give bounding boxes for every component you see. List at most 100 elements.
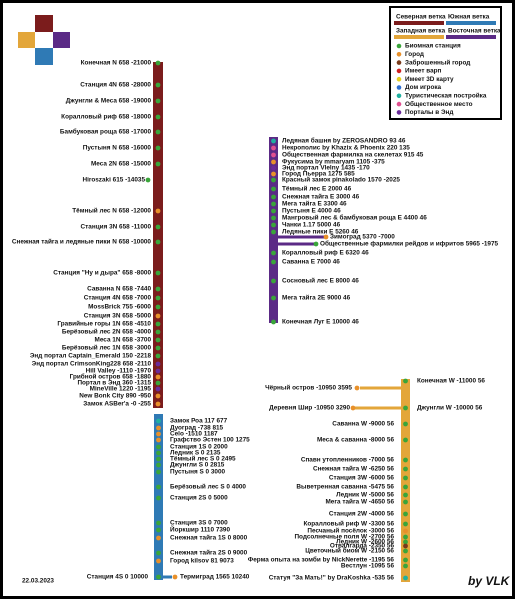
station-dot — [155, 145, 161, 151]
station-label: Hill Valley -1110 -1970 — [86, 368, 152, 375]
legend-dot — [396, 43, 402, 49]
station-label: Ледник W -2600 56 — [336, 539, 394, 546]
station-label: Станция 3N 658 -11000 — [81, 224, 152, 231]
station-label: Дуоград -738 815 — [170, 425, 224, 432]
station-label: Мега тайга 2E 9000 46 — [282, 294, 351, 302]
station-dot — [271, 250, 276, 256]
station-dot — [155, 82, 161, 88]
station-dot — [155, 353, 161, 359]
station-label: Hiroszaki 615 -14035 — [82, 177, 145, 184]
legend-swatch — [446, 35, 496, 39]
station-label: Чанки 1.17 5000 46 — [282, 222, 341, 229]
station-label: Конечная N 658 -21000 — [81, 60, 152, 67]
station-label: Станция 3W -6000 56 — [329, 475, 395, 482]
station-label: Берёзовый лес S 0 4000 — [170, 483, 246, 491]
station-dot — [403, 405, 408, 411]
station-dot — [403, 437, 408, 443]
station-dot — [271, 295, 276, 301]
station-label: Ледник S 0 2135 — [170, 450, 221, 457]
station-dot — [155, 345, 161, 351]
station-label: Станция 2W -4000 56 — [329, 511, 395, 518]
station-label: Станция 3N 658 -5000 — [84, 313, 152, 320]
station-dot — [271, 138, 276, 144]
station-label: Меса 2N 658 -15000 — [91, 161, 151, 168]
station-dot — [403, 543, 408, 549]
station-dot — [271, 208, 276, 214]
station-label: Красный замок pinakolado 1570 -2025 — [282, 176, 400, 184]
station-label: Вестлун -1095 56 — [341, 563, 395, 570]
station-dot — [156, 425, 161, 431]
station-label: Ферма опыта на зомби by NickNerette -119… — [248, 556, 395, 564]
station-dot — [156, 456, 161, 462]
station-dot — [156, 418, 161, 424]
station-label: New Bonk City 890 -950 — [79, 393, 151, 400]
north-line — [153, 62, 163, 408]
station-label: Город kilsov 81 9073 — [170, 558, 234, 565]
station-dot — [271, 171, 276, 177]
station-dot — [403, 457, 408, 463]
station-dot — [271, 229, 276, 235]
station-label: Коралловый риф E 6320 46 — [282, 249, 369, 257]
station-dot — [271, 278, 276, 284]
station-dot — [155, 114, 161, 120]
station-label: Город Пьерра 1275 585 — [282, 171, 355, 178]
station-dot — [271, 165, 276, 171]
station-label: Йоркшир 1110 7390 — [170, 525, 230, 534]
station-label: Песчаный посёлок -3000 56 — [307, 527, 394, 535]
station-dot — [403, 539, 408, 545]
station-dot — [155, 313, 161, 319]
station-dot — [155, 386, 161, 392]
station-label: Джунгли S 0 2815 — [170, 462, 225, 469]
station-label: Пустыня S 0 3000 — [170, 469, 226, 476]
station-dot — [271, 145, 276, 151]
station-label: Пустыня E 4000 46 — [282, 208, 341, 215]
station-dot — [155, 380, 161, 386]
station-label: Фукусима by mmaryam 1105 -375 — [282, 159, 385, 166]
station-dot — [155, 161, 161, 167]
legend-branch: Северная ветка — [396, 14, 446, 21]
station-label: Станция 1S 0 2000 — [170, 444, 228, 451]
station-dot — [323, 234, 329, 240]
station-label: Общественная фармилка на скелетах 915 45 — [282, 151, 424, 159]
station-dot — [155, 374, 161, 380]
station-label: Энд портал Vlelny 1435 -170 — [282, 165, 370, 172]
station-dot — [156, 535, 161, 541]
station-label: Саванна E 7000 46 — [282, 259, 340, 266]
station-label: Меса 1N 658 -3700 — [95, 337, 152, 344]
station-dot — [156, 444, 161, 450]
station-dot — [155, 60, 161, 66]
station-dot — [271, 319, 276, 325]
station-dot — [156, 431, 161, 437]
station-dot — [172, 574, 178, 580]
station-dot — [403, 521, 408, 527]
station-dot — [403, 466, 408, 472]
station-dot — [403, 421, 408, 427]
station-dot — [155, 368, 161, 374]
legend-item: Дом игрока — [405, 84, 442, 91]
station-label: Тёмный лес N 658 -12000 — [72, 207, 151, 215]
logo — [35, 48, 53, 65]
station-dot — [271, 194, 276, 200]
station-dot — [156, 469, 161, 475]
station-label: Деревня Шир -10950 3290 — [269, 405, 350, 412]
station-dot — [155, 393, 161, 399]
legend-item: Общественное место — [405, 100, 473, 108]
station-label: Ледяные пики E 5260 46 — [282, 229, 359, 236]
station-label: Подсолнечные поля W -2700 56 — [294, 534, 394, 541]
station-dot — [403, 492, 408, 498]
station-label: Зимоград 5370 -7000 — [330, 234, 395, 241]
station-dot — [403, 499, 408, 505]
station-dot — [271, 159, 276, 165]
station-dot — [156, 462, 161, 468]
date: 22.03.2023 — [22, 578, 54, 585]
legend-item: Имеет варп — [405, 68, 442, 75]
station-dot — [271, 201, 276, 207]
station-dot — [155, 208, 161, 214]
station-label: MossBrick 755 -6000 — [88, 304, 151, 311]
station-label: Статуя "За Мать!" by DraKoshka -535 56 — [269, 575, 395, 582]
legend-item: Имеет 3D карту — [405, 76, 454, 83]
station-label: Снежная тайга E 3000 46 — [282, 193, 360, 201]
logo — [53, 32, 70, 48]
legend-dot — [396, 93, 402, 99]
station-dot — [155, 401, 161, 407]
